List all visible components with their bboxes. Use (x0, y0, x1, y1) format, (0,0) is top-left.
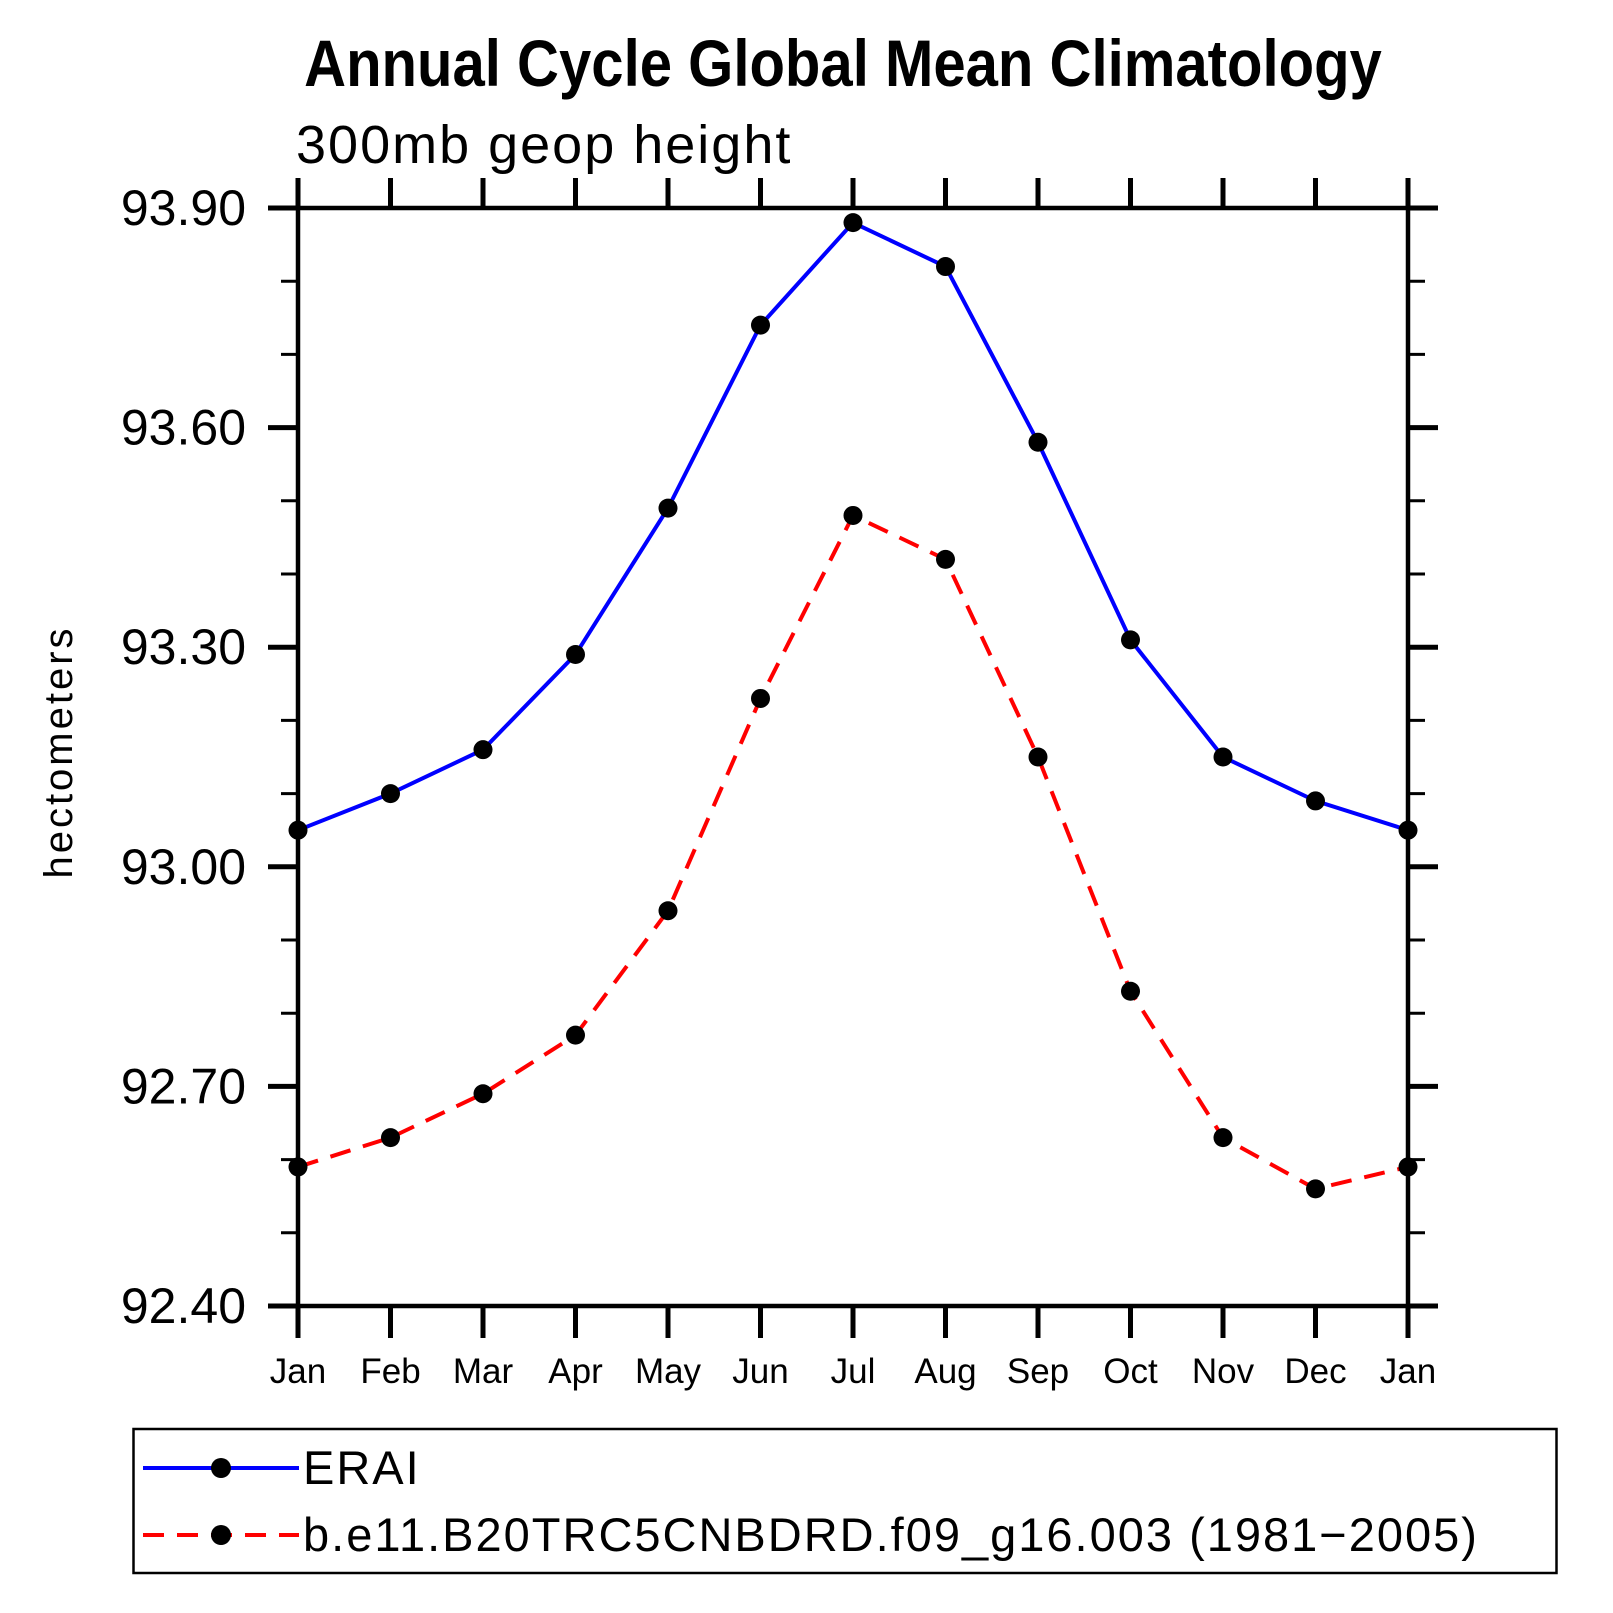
model-point-marker (1028, 747, 1048, 767)
y-tick-label: 92.40 (121, 1278, 246, 1334)
model-point-marker (936, 549, 955, 569)
model-point-marker (473, 1084, 493, 1104)
x-tick-label: Aug (914, 1352, 976, 1391)
chart-subtitle: 300mb geop height (296, 115, 792, 175)
y-tick-label: 93.60 (121, 400, 246, 456)
erai-point-marker (1028, 432, 1048, 452)
y-tick-label: 93.00 (121, 839, 246, 895)
model-point-marker (1306, 1179, 1325, 1199)
model-point-marker (381, 1128, 400, 1148)
legend-box (132, 1427, 1558, 1575)
x-tick-label: Jul (831, 1352, 876, 1391)
erai-point-marker (1398, 820, 1418, 840)
x-tick-label: Oct (1103, 1352, 1158, 1391)
data-markers (288, 213, 1418, 1199)
y-tick-label: 92.70 (121, 1058, 246, 1114)
chart-header: Annual Cycle Global Mean Climatology 300… (296, 28, 1382, 175)
erai-point-marker (936, 257, 955, 277)
legend-label-erai: ERAI (303, 1441, 421, 1494)
erai-point-marker (566, 645, 585, 665)
x-tick-label: Feb (360, 1352, 420, 1391)
erai-point-marker (1121, 630, 1140, 650)
plot-frame-rect (295, 205, 1411, 1309)
erai-point-marker (658, 498, 678, 518)
axis-ticks (268, 178, 1438, 1338)
x-tick-label: Jan (1380, 1352, 1436, 1391)
model-point-marker (751, 688, 770, 708)
x-tick-label: May (635, 1352, 702, 1391)
chart-title: Annual Cycle Global Mean Climatology (304, 28, 1382, 101)
legend-marker-erai (211, 1458, 231, 1478)
model-series-line (297, 512, 1409, 1192)
model-point-marker (566, 1025, 585, 1045)
legend-marker-model (211, 1525, 231, 1545)
x-tick-label: Mar (453, 1352, 514, 1391)
y-tick-label: 93.90 (121, 180, 246, 236)
x-tick-label: Nov (1192, 1352, 1255, 1391)
x-tick-label: Dec (1284, 1352, 1346, 1391)
y-tick-label: 93.30 (121, 619, 246, 675)
legend-label-model: b.e11.B20TRC5CNBDRD.f09_g16.003 (1981−20… (303, 1508, 1479, 1561)
x-tick-label: Jan (270, 1352, 326, 1391)
x-tick-label: Jun (732, 1352, 788, 1391)
axis-tick-labels: 93.90 93.60 93.30 93.00 92.70 92.40 Jan Feb Mar A… (121, 180, 1436, 1391)
model-point-marker (1213, 1128, 1233, 1148)
erai-point-marker (473, 740, 493, 760)
x-tick-label: Apr (548, 1352, 603, 1391)
erai-point-marker (1306, 791, 1325, 811)
model-point-marker (843, 505, 863, 525)
y-axis-title: hectometers (37, 625, 81, 878)
model-point-marker (288, 1157, 308, 1177)
erai-point-marker (843, 213, 863, 233)
erai-series-line (297, 220, 1409, 833)
erai-point-marker (1213, 747, 1233, 767)
model-point-marker (1398, 1157, 1418, 1177)
legend: ERAI b.e11.B20TRC5CNBDRD.f09_g16.003 (19… (132, 1427, 1558, 1575)
x-tick-label: Sep (1007, 1352, 1069, 1391)
plot-frame (295, 205, 1411, 1309)
erai-point-marker (288, 820, 308, 840)
data-series (297, 220, 1409, 1192)
erai-point-marker (751, 315, 770, 335)
model-point-marker (1121, 981, 1140, 1001)
erai-point-marker (381, 784, 400, 804)
model-point-marker (658, 901, 678, 921)
